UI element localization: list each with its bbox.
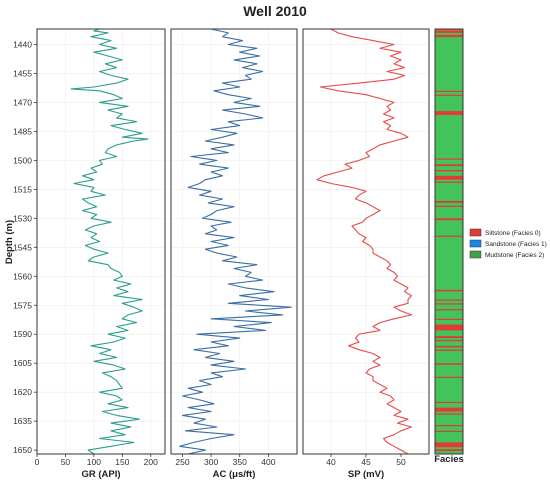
legend-swatch <box>469 250 482 259</box>
ac-curve <box>179 28 292 455</box>
ac-panel-frame <box>170 28 298 455</box>
gr-x-axis-label: GR (API) <box>81 469 120 480</box>
facies-track-label: Facies <box>434 454 464 465</box>
facies-siltstone-interval <box>435 170 463 172</box>
facies-siltstone-interval <box>435 200 463 203</box>
facies-siltstone-interval <box>435 340 463 342</box>
y-tick-label: 1500 <box>13 155 32 165</box>
y-tick-label: 1560 <box>13 271 32 281</box>
y-tick-label: 1605 <box>13 358 32 368</box>
y-tick-label: 1620 <box>13 387 32 397</box>
facies-siltstone-interval <box>435 111 463 115</box>
y-tick-label: 1590 <box>13 329 32 339</box>
gr-x-tick-label: 150 <box>115 457 129 467</box>
facies-siltstone-interval <box>435 442 463 448</box>
panel-sp: 40 45 50 SP (mV) <box>302 28 430 480</box>
legend-label: Sandstone (Facies 1) <box>485 241 547 248</box>
facies-siltstone-interval <box>435 324 463 331</box>
y-tick-label: 1530 <box>13 213 32 223</box>
facies-siltstone-interval <box>435 309 463 311</box>
ac-x-tick-label: 250 <box>175 457 189 467</box>
facies-siltstone-interval <box>435 413 463 415</box>
facies-track-frame <box>434 28 464 455</box>
gr-x-tick-label: 50 <box>61 457 71 467</box>
facies-siltstone-interval <box>435 205 463 207</box>
ac-x-tick-label: 300 <box>204 457 218 467</box>
facies-siltstone-interval <box>435 407 463 412</box>
gr-x-tick-label: 100 <box>87 457 101 467</box>
y-tick-label: 1470 <box>13 97 32 107</box>
facies-siltstone-interval <box>435 90 463 93</box>
gr-panel-frame <box>36 28 166 455</box>
ac-x-tick-label: 350 <box>233 457 247 467</box>
facies-siltstone-interval <box>435 289 463 292</box>
facies-siltstone-interval <box>435 30 463 33</box>
facies-siltstone-interval <box>435 218 463 221</box>
y-tick-label: 1545 <box>13 242 32 252</box>
facies-siltstone-interval <box>435 401 463 404</box>
y-tick-label: 1440 <box>13 39 32 49</box>
y-tick-label: 1455 <box>13 68 32 78</box>
sp-x-tick-label: 50 <box>396 457 406 467</box>
gr-x-tick-label: 0 <box>35 457 40 467</box>
facies-siltstone-interval <box>435 175 463 180</box>
sp-x-axis-label: SP (mV) <box>348 469 384 480</box>
gr-curve <box>70 28 149 455</box>
legend-swatch <box>469 239 482 248</box>
sp-curve <box>316 28 413 455</box>
y-tick-label: 1635 <box>13 416 32 426</box>
facies-siltstone-interval <box>435 349 463 351</box>
panel-ac: 250 300 350 400 AC (μs/ft) <box>170 28 298 480</box>
facies-siltstone-interval <box>435 158 463 160</box>
facies-siltstone-interval <box>435 345 463 348</box>
facies-siltstone-interval <box>435 363 463 365</box>
facies-siltstone-interval <box>435 235 463 237</box>
sp-x-tick-label: 45 <box>361 457 371 467</box>
sp-x-tick-label: 40 <box>326 457 336 467</box>
facies-siltstone-interval <box>435 181 463 183</box>
facies-siltstone-interval <box>435 430 463 433</box>
facies-legend: Siltstone (Facies 0) Sandstone (Facies 1)… <box>469 228 547 259</box>
facies-mudstone-background <box>435 29 463 454</box>
gr-x-tick-label: 200 <box>144 457 158 467</box>
facies-siltstone-interval <box>435 318 463 320</box>
facies-siltstone-interval <box>435 299 463 301</box>
y-tick-label: 1485 <box>13 126 32 136</box>
y-axis-label: Depth (m) <box>4 220 15 264</box>
facies-siltstone-interval <box>435 336 463 339</box>
legend-label: Mudstone (Facies 2) <box>485 252 544 259</box>
panel-gr: 0 50 100 150 200 GR (API) 1440 1455 1470 1485 1500… <box>13 28 166 480</box>
facies-siltstone-interval <box>435 94 463 96</box>
log-panels: 0 50 100 150 200 GR (API) 1440 1455 1470 1485 1500… <box>13 28 430 480</box>
facies-siltstone-interval <box>435 303 463 305</box>
facies-siltstone-interval <box>435 376 463 378</box>
facies-top-band <box>435 29 463 31</box>
ac-x-axis-label: AC (μs/ft) <box>213 469 256 480</box>
facies-siltstone-interval <box>435 34 463 38</box>
facies-siltstone-interval <box>435 449 463 452</box>
legend-swatch <box>469 228 482 237</box>
facies-siltstone-interval <box>435 425 463 427</box>
facies-track <box>434 28 464 455</box>
ac-x-tick-label: 400 <box>261 457 275 467</box>
y-tick-label: 1575 <box>13 300 32 310</box>
y-tick-label: 1650 <box>13 445 32 455</box>
chart-title: Well 2010 <box>243 3 307 19</box>
y-tick-label: 1515 <box>13 184 32 194</box>
legend-label: Siltstone (Facies 0) <box>485 230 541 237</box>
facies-siltstone-interval <box>435 164 463 167</box>
